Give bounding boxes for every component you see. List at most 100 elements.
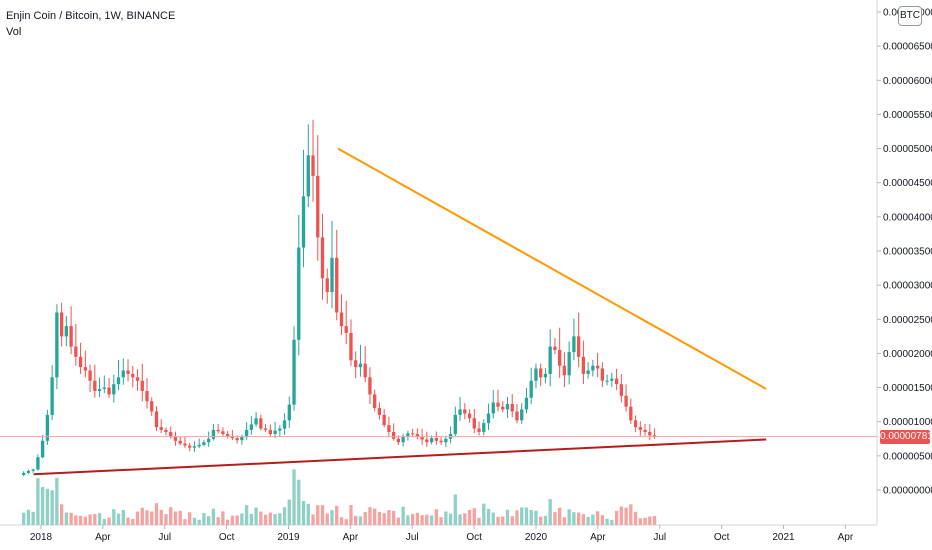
candle-body [74,346,78,357]
volume-bar [415,512,420,525]
y-tick-label: 0.00002000 [883,349,932,360]
candle-body [202,442,206,445]
volume-bar [202,512,206,525]
candle-body [595,365,600,369]
volume-bar [358,516,363,525]
volume-bar [543,515,548,525]
candle-body [553,346,557,351]
volume-bar [510,516,514,525]
symbol-title[interactable]: Enjin Coin / Bitcoin, 1W, BINANCE [6,10,176,22]
volume-bar [354,515,358,525]
candle-body [249,424,254,430]
candle-body [591,365,595,371]
candle-body [425,439,429,443]
volume-bar [453,494,457,525]
volume-bar [301,501,306,525]
volume-bar [619,506,623,525]
volume-bar [463,513,467,525]
candle-body [619,384,623,396]
candle-body [467,413,472,419]
volume-bar [45,488,50,525]
candle-body [306,155,310,197]
volume-bar [225,519,230,525]
candle-body [316,175,320,238]
volume-bar [169,507,173,525]
candle-body [558,350,562,366]
volume-bar [107,517,111,525]
volume-bar [26,509,31,525]
volume-bar [211,508,216,525]
x-tick-label: Jul [406,532,419,543]
y-tick-label: 0.00000500 [883,451,932,462]
volume-bar [216,517,220,525]
volume-bar [581,514,586,525]
candle-body [581,356,586,374]
volume-bar [377,511,382,525]
x-tick-label: 2019 [277,532,300,543]
candle-body [259,418,263,429]
volume-bar [74,515,78,525]
volume-bar [363,512,367,525]
volume-bar [534,510,538,525]
candle-body [439,440,443,443]
volume-bar [633,511,638,525]
candle-body [335,257,339,313]
y-tick-label: 0.00006000 [883,76,932,87]
candle-body [358,363,363,368]
x-tick-label: Apr [343,532,359,543]
candle-body [520,409,524,421]
volume-bar [135,511,140,525]
currency-button[interactable]: BTC [898,6,922,26]
candle-body [97,388,102,391]
candle-body [183,443,187,446]
volume-bar [240,513,244,525]
candles [22,119,657,477]
candle-body [401,436,405,443]
volume-bar [391,510,396,525]
candle-body [629,406,633,421]
volume-bar [539,516,543,525]
candle-body [472,418,476,429]
volume-bars [22,469,657,525]
volume-bar [297,479,301,525]
candle-body [297,247,301,340]
candle-body [548,346,552,374]
candle-body [225,434,230,437]
y-tick-label: 0.00003000 [883,281,932,292]
candle-body [150,401,154,412]
candle-body [610,378,614,381]
volume-bar [59,504,64,525]
volume-bar [154,503,159,525]
resistance-trendline[interactable] [337,147,767,390]
candle-body [121,370,125,378]
volume-bar [496,516,500,525]
volume-bar [83,516,87,525]
candle-body [278,428,282,431]
volume-bar [116,513,121,525]
candle-body [363,363,367,378]
candle-body [292,339,296,405]
volume-bar [477,517,481,525]
candle-body [477,428,481,432]
candle-body [482,423,486,432]
candle-body [605,380,609,382]
candle-body [59,312,64,337]
volume-bar [553,512,557,525]
volume-bar [335,505,339,525]
volume-bar [254,507,258,525]
candle-body [458,409,462,415]
candle-body [491,402,495,414]
support-trendline[interactable] [33,438,767,476]
candle-body [45,414,50,441]
volume-bar [652,515,657,525]
candle-body [83,367,87,371]
x-tick-label: Oct [466,532,482,543]
candle-body [102,387,106,389]
volume-bar [244,505,249,525]
candle-body [325,278,329,292]
candle-body [501,406,505,410]
volume-indicator-label[interactable]: Vol [6,26,22,38]
candle-body [624,395,628,407]
candle-body [173,436,178,441]
